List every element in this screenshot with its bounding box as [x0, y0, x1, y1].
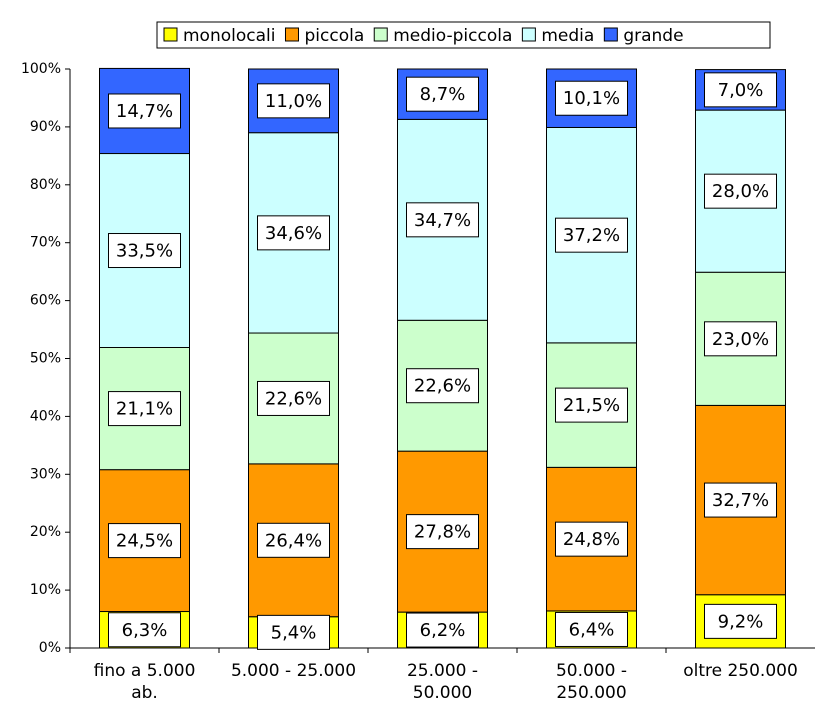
y-tick-label: 80%	[30, 177, 61, 193]
value-label: 28,0%	[712, 181, 769, 202]
legend-swatch	[284, 27, 299, 42]
value-label-box	[555, 217, 628, 253]
value-label: 33,5%	[116, 241, 173, 262]
y-tick-label: 0%	[39, 640, 61, 656]
value-label-box	[257, 83, 330, 119]
value-label: 32,7%	[712, 490, 769, 511]
value-label: 37,2%	[563, 225, 620, 246]
legend-swatch	[373, 27, 388, 42]
value-label-box	[704, 72, 777, 108]
value-label: 34,7%	[414, 210, 471, 231]
value-label: 21,5%	[563, 395, 620, 416]
value-label: 7,0%	[718, 80, 764, 101]
value-label-box	[257, 522, 330, 558]
value-label-box	[555, 611, 628, 647]
value-label: 24,5%	[116, 531, 173, 552]
value-label: 23,0%	[712, 329, 769, 350]
legend-swatch	[163, 27, 178, 42]
value-label: 14,7%	[116, 101, 173, 122]
value-label: 26,4%	[265, 530, 322, 551]
y-tick-label: 40%	[30, 408, 61, 424]
legend-swatch	[603, 27, 618, 42]
legend-box	[156, 21, 771, 49]
y-tick-label: 50%	[30, 351, 61, 367]
legend-label: media	[541, 26, 594, 46]
value-label-box	[406, 368, 479, 404]
y-tick-label: 30%	[30, 466, 61, 482]
value-label-box	[555, 80, 628, 116]
value-label-box	[108, 233, 181, 269]
legend-swatch	[521, 27, 536, 42]
value-label-box	[555, 387, 628, 423]
value-label-box	[108, 93, 181, 129]
y-tick-label: 70%	[30, 235, 61, 251]
value-label-box	[406, 202, 479, 238]
value-label: 9,2%	[718, 611, 764, 632]
value-label: 27,8%	[414, 522, 471, 543]
value-label-box	[555, 521, 628, 557]
legend-label: monolocali	[183, 26, 275, 46]
value-label: 21,1%	[116, 399, 173, 420]
legend-label: grande	[623, 26, 683, 46]
value-label: 8,7%	[420, 84, 466, 105]
y-tick-label: 90%	[30, 119, 61, 135]
y-tick-label: 60%	[30, 293, 61, 309]
value-label-box	[704, 603, 777, 639]
value-label: 6,3%	[122, 620, 168, 641]
value-label-box	[704, 482, 777, 518]
value-label-box	[406, 76, 479, 112]
value-label-box	[257, 614, 330, 650]
value-label-box	[108, 612, 181, 648]
value-label-box	[257, 380, 330, 416]
value-label-box	[108, 523, 181, 559]
value-label: 22,6%	[265, 388, 322, 409]
value-label-box	[704, 321, 777, 357]
value-label-box	[108, 391, 181, 427]
value-label-box	[257, 215, 330, 251]
value-label-box	[406, 514, 479, 550]
x-tick-label: 5.000 - 25.000	[230, 661, 357, 681]
y-tick-label: 20%	[30, 524, 61, 540]
x-tick-label: fino a 5.000 ab.	[93, 661, 196, 703]
value-label-box	[406, 612, 479, 648]
value-label: 6,2%	[420, 620, 466, 641]
value-label: 24,8%	[563, 529, 620, 550]
x-tick-label: 25.000 - 50.000	[406, 661, 479, 703]
value-label: 6,4%	[569, 619, 615, 640]
value-label: 22,6%	[414, 376, 471, 397]
value-label: 5,4%	[271, 622, 317, 643]
x-tick-label: oltre 250.000	[683, 661, 798, 681]
legend-label: piccola	[304, 26, 364, 46]
value-label: 10,1%	[563, 88, 620, 109]
legend-label: medio-piccola	[393, 26, 512, 46]
x-tick-label: 50.000 - 250.000	[555, 661, 628, 703]
value-label: 34,6%	[265, 223, 322, 244]
y-tick-label: 10%	[30, 582, 61, 598]
y-tick-label: 100%	[21, 61, 61, 77]
value-label: 11,0%	[265, 91, 322, 112]
value-label-box	[704, 173, 777, 209]
